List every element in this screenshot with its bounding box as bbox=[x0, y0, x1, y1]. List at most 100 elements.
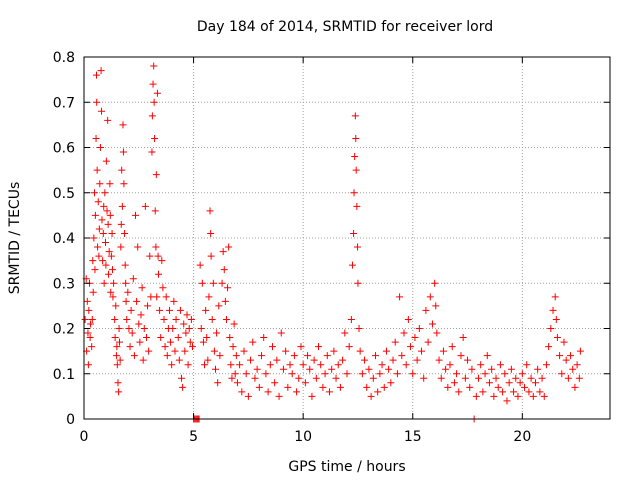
data-point bbox=[147, 293, 155, 301]
data-point bbox=[108, 229, 116, 237]
data-point bbox=[98, 107, 106, 115]
data-point bbox=[351, 153, 359, 161]
data-point bbox=[120, 180, 128, 188]
data-point bbox=[180, 320, 188, 328]
data-point bbox=[226, 334, 234, 342]
data-point bbox=[186, 338, 194, 346]
data-point bbox=[229, 343, 237, 351]
data-point bbox=[127, 306, 135, 314]
data-point bbox=[196, 261, 204, 269]
data-point bbox=[225, 243, 233, 251]
data-point bbox=[501, 370, 509, 378]
y-tick-label: 0.7 bbox=[53, 95, 75, 111]
data-point bbox=[312, 374, 320, 382]
data-point bbox=[83, 297, 91, 305]
data-point bbox=[187, 315, 195, 323]
data-point bbox=[268, 343, 276, 351]
data-point bbox=[576, 347, 584, 355]
data-point bbox=[212, 365, 219, 373]
data-point bbox=[100, 279, 108, 287]
data-point bbox=[527, 374, 535, 382]
chart-title: Day 184 of 2014, SRMTID for receiver lor… bbox=[197, 19, 493, 35]
x-tick-label: 0 bbox=[80, 429, 89, 445]
data-point bbox=[84, 361, 92, 369]
data-point bbox=[146, 252, 154, 260]
data-point bbox=[540, 392, 548, 400]
data-point bbox=[538, 374, 546, 382]
data-point bbox=[89, 257, 97, 265]
data-point bbox=[121, 261, 129, 269]
data-point bbox=[444, 383, 452, 391]
data-point bbox=[231, 370, 239, 378]
data-point bbox=[308, 392, 316, 400]
data-point bbox=[350, 189, 358, 197]
data-point bbox=[499, 388, 507, 396]
data-point bbox=[106, 180, 114, 188]
data-point bbox=[481, 370, 489, 378]
data-point bbox=[343, 370, 351, 378]
data-point bbox=[171, 347, 179, 355]
data-point bbox=[153, 293, 161, 301]
data-point bbox=[116, 356, 124, 364]
y-tick-label: 0.2 bbox=[53, 322, 75, 338]
data-point bbox=[101, 239, 109, 247]
data-point bbox=[105, 270, 113, 278]
grid-lines bbox=[84, 57, 610, 419]
data-point bbox=[323, 352, 331, 360]
data-point bbox=[247, 356, 255, 364]
data-point bbox=[531, 379, 539, 387]
data-point bbox=[301, 379, 309, 387]
data-point bbox=[459, 334, 467, 342]
data-point bbox=[369, 374, 377, 382]
data-point bbox=[352, 166, 360, 174]
data-point bbox=[352, 134, 360, 142]
y-tick-label: 0.5 bbox=[53, 186, 75, 202]
data-point bbox=[137, 311, 145, 319]
data-point bbox=[202, 306, 210, 314]
data-point bbox=[140, 325, 148, 332]
data-point bbox=[273, 356, 281, 364]
data-point bbox=[91, 266, 99, 274]
data-point bbox=[170, 297, 178, 305]
data-point bbox=[113, 343, 121, 351]
data-point bbox=[219, 248, 227, 256]
data-point bbox=[466, 383, 474, 391]
data-point bbox=[442, 365, 450, 373]
data-point bbox=[345, 343, 353, 351]
data-point bbox=[255, 383, 263, 391]
data-point bbox=[97, 67, 105, 75]
data-point bbox=[551, 293, 559, 301]
data-point bbox=[433, 329, 441, 337]
data-point bbox=[161, 343, 169, 351]
data-point bbox=[114, 379, 122, 387]
data-point bbox=[439, 347, 447, 355]
data-point bbox=[354, 243, 362, 251]
data-point bbox=[156, 306, 164, 314]
data-point bbox=[179, 383, 187, 391]
data-point bbox=[95, 252, 103, 260]
x-axis-label: GPS time / hours bbox=[288, 459, 405, 475]
data-point bbox=[208, 315, 216, 323]
data-point bbox=[413, 356, 421, 364]
y-tick-label: 0 bbox=[66, 412, 75, 428]
data-point bbox=[123, 315, 131, 323]
data-point bbox=[157, 334, 165, 342]
data-point bbox=[142, 334, 150, 342]
data-point bbox=[455, 388, 463, 396]
data-point bbox=[435, 356, 443, 364]
x-tick-label: 15 bbox=[404, 429, 422, 445]
data-point bbox=[488, 365, 496, 373]
data-point bbox=[198, 279, 206, 287]
data-point bbox=[562, 356, 570, 364]
data-point bbox=[264, 388, 272, 396]
data-point bbox=[111, 334, 119, 342]
data-point bbox=[96, 180, 104, 188]
data-point bbox=[299, 361, 307, 369]
data-point bbox=[197, 325, 205, 332]
data-point bbox=[169, 325, 177, 332]
data-point bbox=[266, 361, 274, 369]
data-point bbox=[214, 379, 222, 387]
data-point bbox=[293, 388, 301, 396]
